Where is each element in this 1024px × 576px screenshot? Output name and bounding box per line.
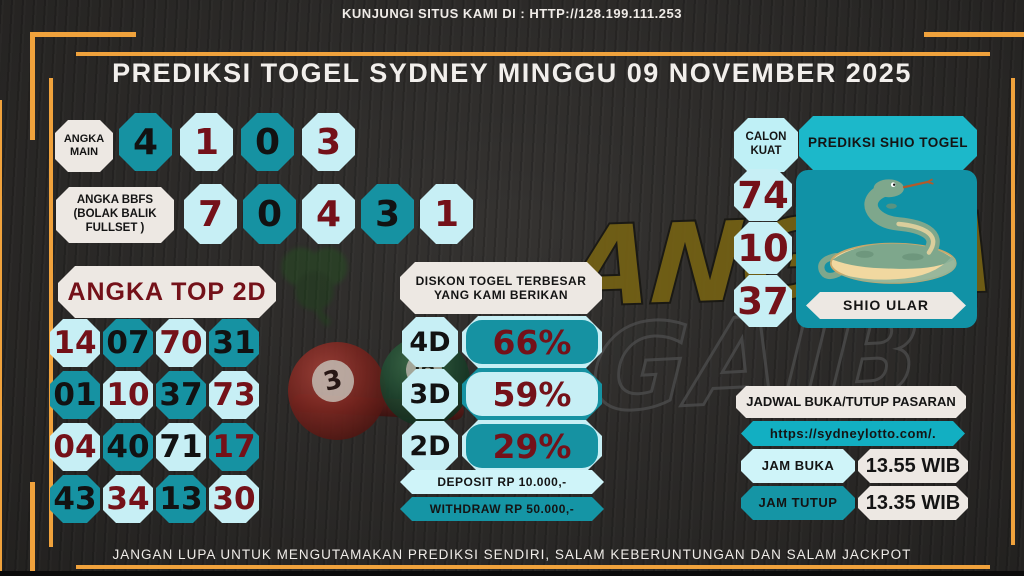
shio-panel: SHIO ULAR <box>796 170 977 328</box>
withdraw-text: WITHDRAW RP 50.000,- <box>429 501 575 516</box>
top2d-cell: 31 <box>209 319 259 367</box>
site-link-banner[interactable]: https://sydneylotto.com/. <box>741 421 965 446</box>
calon-kuat-number: 10 <box>734 222 792 274</box>
angka-top-2d-title: ANGKA TOP 2D <box>67 277 267 306</box>
top2d-cell: 07 <box>103 319 153 367</box>
jam-tutup-label-text: JAM TUTUP <box>758 495 838 511</box>
diskon-3d-label: 3D <box>402 369 458 419</box>
calon-kuat-line2: KUAT <box>750 145 782 157</box>
shio-name-banner: SHIO ULAR <box>806 292 966 319</box>
top2d-cell: 70 <box>156 319 206 367</box>
top2d-cell: 43 <box>50 475 100 523</box>
frame-top-right-h <box>924 32 1024 37</box>
angka-bbfs-label-line2: (BOLAK BALIK <box>73 208 157 221</box>
angka-bbfs-label-line1: ANGKA BBFS <box>76 194 154 207</box>
diskon-2d-box: 29% <box>462 420 602 472</box>
calon-kuat-numbers: 74 10 37 <box>734 169 792 327</box>
jam-tutup-value-text: 13.35 WIB <box>865 492 961 514</box>
top2d-cell: 30 <box>209 475 259 523</box>
diskon-4d-percent: 66% <box>466 320 598 364</box>
frame-left-v <box>49 78 53 547</box>
angka-main-digit: 1 <box>180 113 233 171</box>
site-banner-link[interactable]: KUNJUNGI SITUS KAMI DI : HTTP://128.199.… <box>342 6 682 21</box>
jam-buka-label-text: JAM BUKA <box>761 458 835 474</box>
top2d-cell: 17 <box>209 423 259 471</box>
calon-kuat-number: 74 <box>734 169 792 221</box>
ball-3-number: 3 <box>307 355 359 407</box>
frame-header-underline <box>76 52 990 56</box>
top2d-cell: 04 <box>50 423 100 471</box>
diskon-banner-line2: YANG KAMI BERIKAN <box>433 288 569 302</box>
top2d-cell: 40 <box>103 423 153 471</box>
diskon-4d-label: 4D <box>402 317 458 367</box>
top2d-cell: 34 <box>103 475 153 523</box>
angka-main-label-line1: ANGKA <box>63 132 105 145</box>
withdraw-banner: WITHDRAW RP 50.000,- <box>400 497 604 521</box>
diskon-2d-percent: 29% <box>466 424 598 468</box>
page-title: PREDIKSI TOGEL SYDNEY MINGGU 09 NOVEMBER… <box>112 58 912 88</box>
angka-bbfs-digit: 4 <box>302 184 355 244</box>
top2d-cell: 71 <box>156 423 206 471</box>
angka-main-digit: 4 <box>119 113 172 171</box>
diskon-banner: DISKON TOGEL TERBESAR YANG KAMI BERIKAN <box>400 262 602 314</box>
diskon-3d-percent: 59% <box>466 372 598 416</box>
footer-text: JANGAN LUPA UNTUK MENGUTAMAKAN PREDIKSI … <box>112 547 912 562</box>
diskon-4d-box: 66% <box>462 316 602 368</box>
top2d-cell: 13 <box>156 475 206 523</box>
jam-tutup-value: 13.35 WIB <box>858 486 968 520</box>
billiard-ball-3: 3 <box>288 342 386 440</box>
angka-main-label-line2: MAIN <box>69 146 99 158</box>
jam-buka-value-text: 13.55 WIB <box>865 455 961 477</box>
frame-far-left-edge <box>0 100 2 576</box>
angka-top-2d-banner: ANGKA TOP 2D <box>58 266 276 318</box>
top2d-cell: 10 <box>103 371 153 419</box>
top2d-cell: 14 <box>50 319 100 367</box>
clover-watermark <box>281 247 348 328</box>
jam-buka-label: JAM BUKA <box>741 449 855 483</box>
angka-bbfs-digit: 3 <box>361 184 414 244</box>
frame-bottom-h <box>76 565 990 569</box>
angka-bbfs-label: ANGKA BBFS (BOLAK BALIK FULLSET ) <box>56 187 174 243</box>
calon-kuat-number: 37 <box>734 275 792 327</box>
diskon-3d-box: 59% <box>462 368 602 420</box>
shio-name-text: SHIO ULAR <box>843 297 929 314</box>
site-link-text[interactable]: https://sydneylotto.com/. <box>769 425 937 441</box>
angka-main-label: ANGKA MAIN <box>55 120 113 172</box>
jam-tutup-label: JAM TUTUP <box>741 486 855 520</box>
frame-top-left-h <box>30 32 136 37</box>
shio-header: PREDIKSI SHIO TOGEL <box>799 116 977 170</box>
angka-bbfs-digit: 0 <box>243 184 296 244</box>
jadwal-banner-text: JADWAL BUKA/TUTUP PASARAN <box>746 394 956 410</box>
angka-main-digits: 4 1 0 3 <box>119 113 355 171</box>
deposit-text: DEPOSIT RP 10.000,- <box>437 474 567 489</box>
angka-top-2d-grid: 14 07 70 31 01 10 37 73 04 40 71 17 43 3… <box>50 319 259 523</box>
shio-header-text: PREDIKSI SHIO TOGEL <box>807 134 969 150</box>
angka-main-digit: 0 <box>241 113 294 171</box>
deposit-banner: DEPOSIT RP 10.000,- <box>400 470 604 494</box>
angka-bbfs-digit: 7 <box>184 184 237 244</box>
frame-bottom-left-v <box>30 482 35 576</box>
top2d-cell: 37 <box>156 371 206 419</box>
jadwal-banner: JADWAL BUKA/TUTUP PASARAN <box>736 386 966 418</box>
bottom-black-strip <box>0 571 1024 576</box>
snake-illustration <box>818 178 957 284</box>
top2d-cell: 73 <box>209 371 259 419</box>
diskon-banner-line1: DISKON TOGEL TERBESAR <box>415 273 587 288</box>
angka-bbfs-label-line3: FULLSET ) <box>85 221 145 234</box>
angka-main-digit: 3 <box>302 113 355 171</box>
frame-right-v <box>1011 78 1015 545</box>
jam-buka-value: 13.55 WIB <box>858 449 968 483</box>
calon-kuat-line1: CALON <box>745 131 787 144</box>
top2d-cell: 01 <box>50 371 100 419</box>
angka-bbfs-digit: 1 <box>420 184 473 244</box>
frame-top-left-v <box>30 32 35 140</box>
calon-kuat-label: CALON KUAT <box>734 118 798 172</box>
angka-bbfs-digits: 7 0 4 3 1 <box>184 184 473 244</box>
diskon-2d-label: 2D <box>402 421 458 471</box>
